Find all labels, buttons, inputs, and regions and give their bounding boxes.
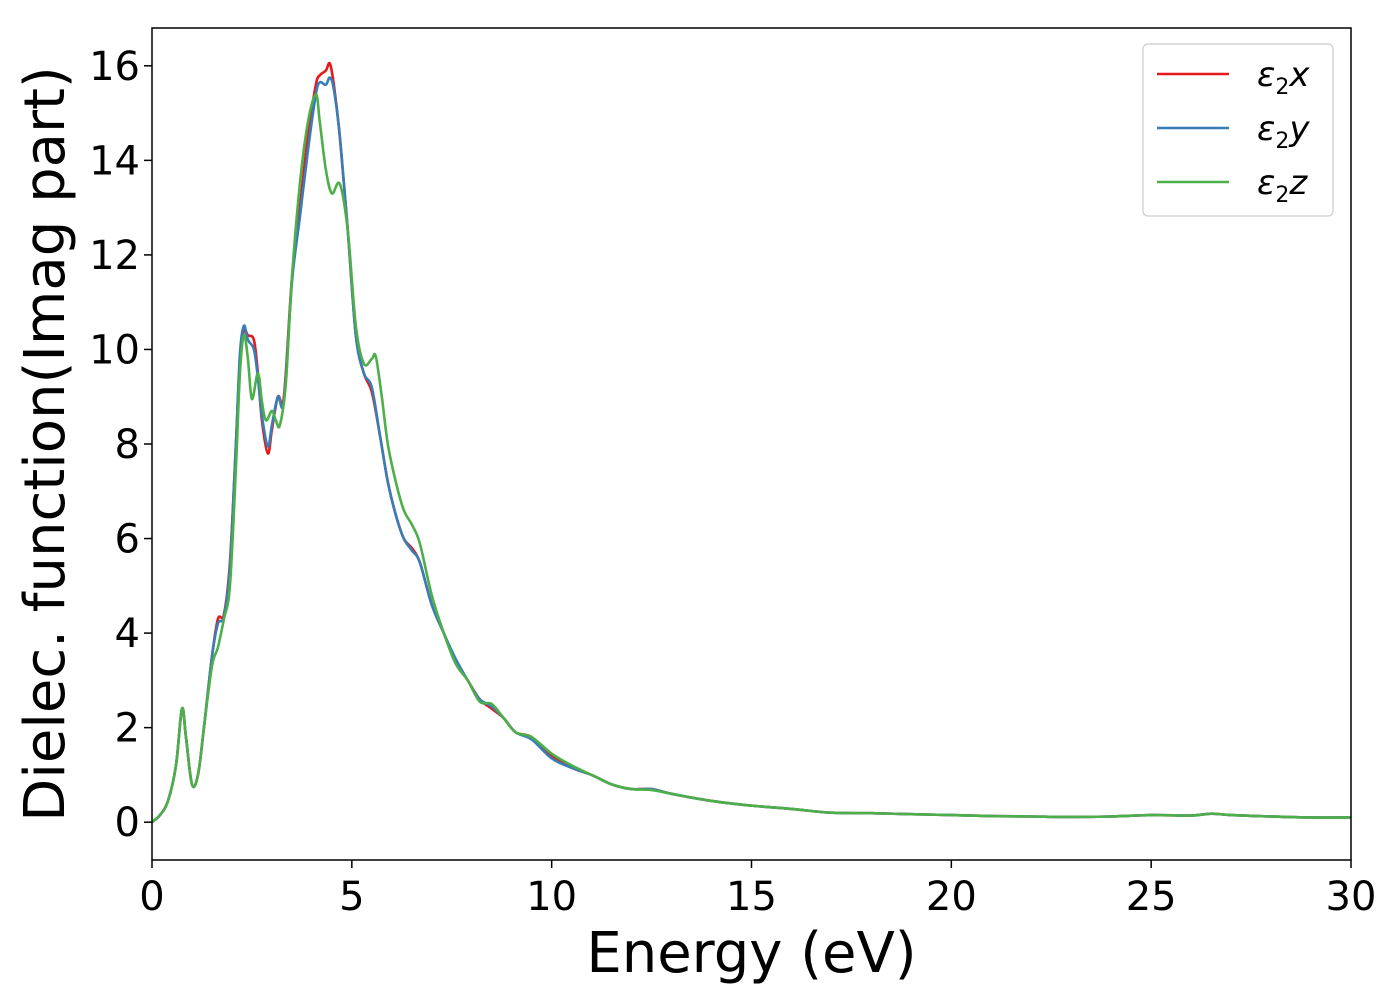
legend-label-z: ε2z [1257, 163, 1308, 208]
x-tick-label: 20 [926, 874, 977, 920]
y-tick-label: 12 [89, 233, 140, 279]
x-tick-label: 10 [526, 874, 577, 920]
y-tick-label: 0 [115, 800, 140, 846]
y-axis-label: Dielec. function(Imag part) [13, 66, 78, 822]
x-axis-label: Energy (eV) [586, 921, 916, 986]
y-tick-label: 2 [115, 706, 140, 752]
series-line-z [152, 92, 1351, 824]
x-tick-label: 5 [339, 874, 364, 920]
x-tick-label: 25 [1126, 874, 1177, 920]
legend-box [1142, 43, 1334, 217]
legend: ε2x ε2y ε2z [1142, 43, 1334, 217]
legend-label-x: ε2x [1257, 55, 1310, 100]
y-tick-label: 10 [89, 327, 140, 373]
x-tick-label: 0 [139, 874, 164, 920]
y-tick-label: 8 [115, 422, 140, 468]
x-tick-label: 30 [1326, 874, 1377, 920]
y-axis-ticks: 0 2 4 6 8 10 12 14 16 [89, 44, 152, 846]
y-tick-label: 16 [89, 44, 140, 90]
x-axis-ticks: 0 5 10 15 20 25 30 [139, 860, 1376, 920]
x-tick-label: 15 [726, 874, 777, 920]
series-layer [152, 61, 1351, 824]
y-tick-label: 6 [115, 517, 140, 563]
legend-label-y: ε2y [1257, 109, 1310, 154]
y-tick-label: 4 [115, 611, 140, 657]
y-tick-label: 14 [89, 138, 140, 184]
